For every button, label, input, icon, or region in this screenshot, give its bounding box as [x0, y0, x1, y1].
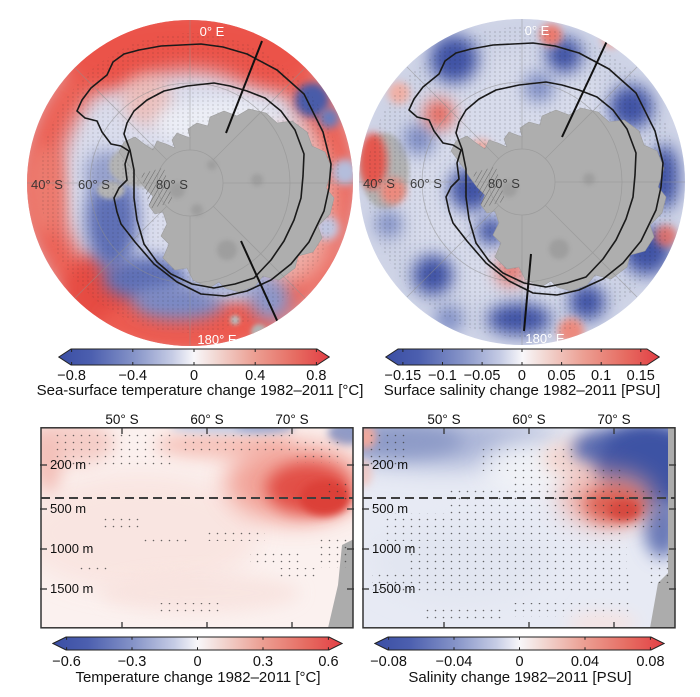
- colorbar-tick: 0.04: [570, 654, 600, 670]
- temperature-field: [41, 427, 353, 628]
- meridian-label-180e: 180° E: [525, 331, 565, 345]
- colorbar-tick: 0.05: [547, 368, 576, 384]
- x-tick-60s: 60° S: [190, 413, 223, 427]
- colorbar-tick: −0.1: [428, 368, 457, 384]
- lat-label-80s: 80° S: [488, 176, 520, 191]
- sst-map: 0° E 180° E 40° S 60° S 80° S: [27, 20, 353, 346]
- depth-label-200m: 200 m: [50, 457, 86, 472]
- meridian-label-0e: 0° E: [525, 23, 550, 38]
- stipple: [52, 431, 350, 613]
- depth-label-1500m: 1500 m: [372, 581, 415, 596]
- colorbar-tick: −0.6: [52, 654, 81, 670]
- axis-ticks: [40, 428, 354, 628]
- colorbar-tick: −0.04: [435, 654, 473, 670]
- salinity-field: [363, 427, 675, 628]
- colorbar-tick: −0.8: [57, 368, 86, 384]
- lat-label-40s: 40° S: [31, 177, 63, 192]
- sss-map: 0° E 180° E 40° S 60° S 80° S: [359, 19, 685, 345]
- meridian-label-0e: 0° E: [200, 24, 225, 39]
- meridian-label-180e: 180° E: [197, 332, 237, 346]
- salinity-colorbar-ticks: −0.08 −0.04 0 0.04 0.08: [370, 654, 665, 671]
- colorbar-tick: 0: [193, 654, 202, 670]
- x-tick-50s: 50° S: [105, 413, 138, 427]
- front-contours: [408, 42, 664, 296]
- temperature-colorbar-caption: Temperature change 1982–2011 [°C]: [75, 669, 321, 686]
- x-tick-70s: 70° S: [275, 413, 308, 427]
- colorbar-tick: 0.3: [252, 654, 274, 670]
- front-contours: [76, 43, 332, 297]
- sst-colorbar: [58, 348, 330, 366]
- sst-colorbar-caption: Sea-surface temperature change 1982–2011…: [36, 382, 364, 399]
- sst-field: [27, 20, 353, 346]
- salinity-colorbar-caption: Salinity change 1982–2011 [PSU]: [408, 669, 632, 686]
- salinity-section: 50° S 60° S 70° S 200 m 500 m 1000 m 150…: [362, 413, 676, 629]
- depth-label-500m: 500 m: [50, 501, 86, 516]
- depth-label-1000m: 1000 m: [372, 541, 415, 556]
- colorbar-tick: −0.4: [118, 368, 148, 384]
- temperature-colorbar-ticks: −0.6 −0.3 0 0.3 0.6: [52, 654, 343, 671]
- colorbar-tick: 0.15: [626, 368, 655, 384]
- colorbar-tick: −0.08: [370, 654, 407, 670]
- x-tick-60s: 60° S: [512, 413, 545, 427]
- colorbar-tick: 0.8: [306, 368, 327, 384]
- sst-colorbar-ticks: −0.8 −0.4 0 0.4 0.8: [57, 368, 330, 385]
- lat-label-80s: 80° S: [156, 177, 188, 192]
- sss-colorbar: [385, 348, 660, 366]
- continent-shading: [169, 160, 263, 260]
- axis-ticks: [362, 428, 676, 628]
- colorbar-tick: 0.6: [318, 654, 339, 670]
- colorbar-tick: −0.3: [117, 654, 147, 670]
- temperature-section: 50° S 60° S 70° S 200 m 500 m 1000 m 150…: [40, 413, 354, 629]
- colorbar-tick: 0: [515, 654, 524, 670]
- transect-line: [523, 40, 608, 332]
- lat-label-60s: 60° S: [78, 177, 110, 192]
- stipple: [368, 431, 672, 620]
- sss-field: [359, 19, 685, 345]
- axis-frame: [362, 427, 676, 629]
- x-tick-70s: 70° S: [597, 413, 630, 427]
- colorbar-tick: 0: [517, 368, 526, 384]
- salinity-colorbar: [374, 636, 665, 651]
- colorbar-tick: 0.1: [591, 368, 612, 384]
- axis-frame: [40, 427, 354, 629]
- colorbar-tick: −0.15: [384, 368, 422, 384]
- depth-label-1000m: 1000 m: [50, 541, 93, 556]
- colorbar-tick: 0.08: [636, 654, 665, 670]
- depth-label-200m: 200 m: [372, 457, 408, 472]
- continent-shading: [501, 173, 595, 259]
- colorbar-tick: 0.4: [245, 368, 266, 384]
- lat-label-40s: 40° S: [363, 176, 395, 191]
- lat-label-60s: 60° S: [410, 176, 442, 191]
- depth-label-1500m: 1500 m: [50, 581, 93, 596]
- sss-colorbar-caption: Surface salinity change 1982–2011 [PSU]: [383, 382, 661, 399]
- colorbar-tick: 0: [189, 368, 199, 384]
- sss-colorbar-ticks: −0.15 −0.1 −0.05 0 0.05 0.1 0.15: [385, 368, 660, 385]
- colorbar-tick: −0.05: [463, 368, 501, 384]
- depth-label-500m: 500 m: [372, 501, 408, 516]
- x-tick-50s: 50° S: [427, 413, 460, 427]
- temperature-colorbar: [52, 636, 343, 651]
